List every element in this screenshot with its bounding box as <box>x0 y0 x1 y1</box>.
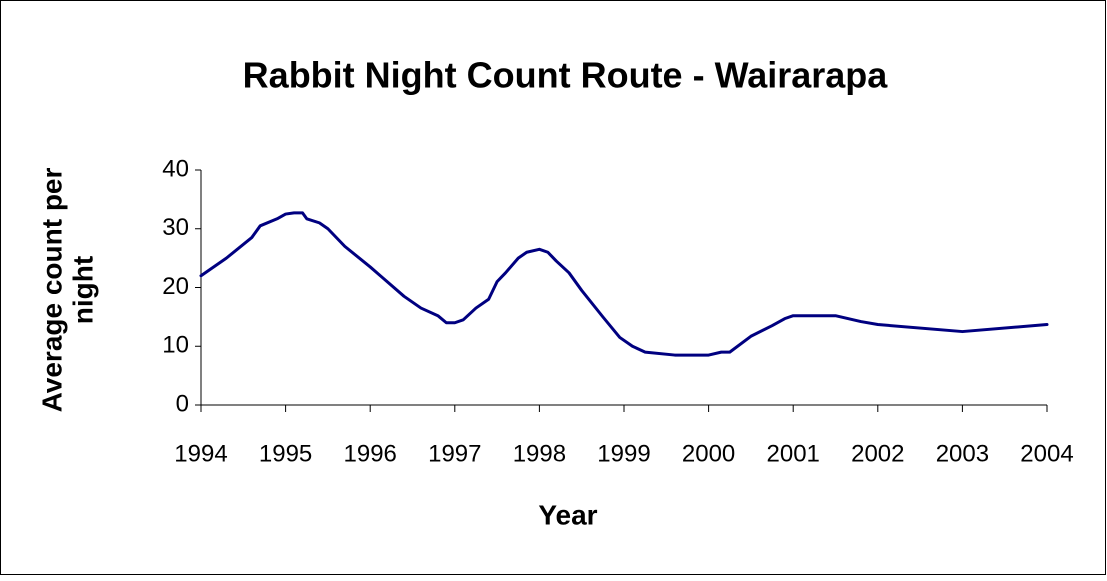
x-tick-label: 2002 <box>851 440 904 467</box>
chart-title: Rabbit Night Count Route - Wairarapa <box>243 55 889 96</box>
x-tick-label: 1994 <box>174 440 227 467</box>
y-tick-label: 10 <box>162 332 189 359</box>
x-tick-label: 1995 <box>259 440 312 467</box>
y-tick-label: 0 <box>176 390 189 417</box>
x-tick-label: 2000 <box>682 440 735 467</box>
x-tick-label: 1998 <box>513 440 566 467</box>
x-tick-label: 2003 <box>936 440 989 467</box>
y-tick-label: 20 <box>162 273 189 300</box>
x-axis-label: Year <box>538 499 597 530</box>
data-line <box>199 211 1049 357</box>
y-axis-label: Average count pernight <box>37 167 99 412</box>
x-tick-label: 2004 <box>1020 440 1073 467</box>
x-tick-label: 1997 <box>428 440 481 467</box>
x-tick-label: 1999 <box>597 440 650 467</box>
y-tick-label: 40 <box>162 155 189 182</box>
x-tick-label: 2001 <box>767 440 820 467</box>
x-tick-label: 1996 <box>344 440 397 467</box>
y-tick-label: 30 <box>162 214 189 241</box>
